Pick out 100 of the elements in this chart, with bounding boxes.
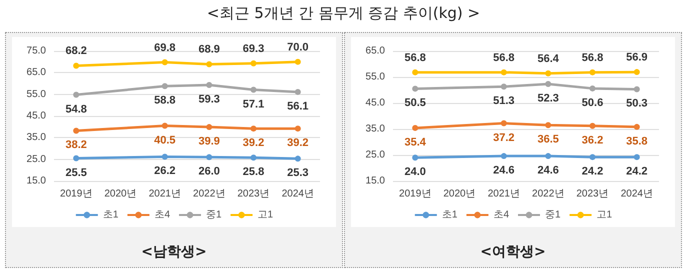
point bbox=[590, 154, 596, 160]
y-tick-label: 15.0 bbox=[366, 176, 386, 186]
data-label: 24.6 bbox=[493, 164, 515, 177]
point bbox=[634, 69, 640, 76]
point bbox=[162, 83, 168, 90]
y-tick-label: 25.0 bbox=[366, 150, 386, 160]
point bbox=[250, 86, 256, 93]
y-tick-label: 65.0 bbox=[366, 46, 386, 56]
point bbox=[590, 122, 596, 129]
point bbox=[590, 69, 596, 76]
x-tick-label: 2023년 bbox=[576, 188, 609, 200]
data-label: 59.3 bbox=[198, 94, 220, 106]
point bbox=[250, 60, 256, 66]
point bbox=[634, 124, 640, 130]
point bbox=[294, 126, 301, 132]
y-tick-label: 65.0 bbox=[26, 67, 46, 78]
x-tick-label: 2022년 bbox=[193, 188, 226, 200]
point bbox=[412, 154, 418, 161]
point bbox=[412, 124, 418, 131]
data-label: 40.5 bbox=[154, 134, 176, 146]
point bbox=[73, 92, 80, 98]
data-label: 39.2 bbox=[287, 137, 309, 150]
data-label: 68.9 bbox=[198, 44, 220, 56]
data-label: 25.8 bbox=[242, 166, 264, 178]
y-tick-label: 45.0 bbox=[26, 110, 46, 122]
legend-label: 고1 bbox=[596, 210, 613, 220]
x-tick-label: 2021년 bbox=[488, 188, 520, 200]
y-tick-label: 75.0 bbox=[26, 46, 46, 56]
data-label: 36.5 bbox=[537, 134, 559, 146]
data-label: 68.2 bbox=[65, 45, 87, 58]
point bbox=[73, 62, 80, 69]
point bbox=[634, 86, 640, 92]
point bbox=[206, 82, 212, 88]
data-label: 51.3 bbox=[493, 95, 515, 108]
point bbox=[73, 128, 80, 134]
data-label: 35.4 bbox=[404, 136, 427, 148]
legend-label: 고1 bbox=[258, 210, 274, 220]
point bbox=[545, 122, 552, 128]
data-label: 58.8 bbox=[154, 94, 176, 107]
point bbox=[162, 154, 168, 160]
data-label: 24.6 bbox=[537, 164, 559, 177]
legend-label: 중1 bbox=[545, 210, 561, 220]
data-label: 50.3 bbox=[626, 98, 648, 110]
x-tick-label: 2021년 bbox=[148, 188, 181, 200]
x-axis-title: <남학생> bbox=[140, 243, 208, 261]
x-tick-label: 2019년 bbox=[399, 188, 432, 200]
data-label: 35.8 bbox=[626, 135, 648, 148]
point bbox=[634, 154, 640, 160]
y-tick-label: 55.0 bbox=[366, 72, 386, 82]
point bbox=[545, 153, 552, 160]
data-label: 39.2 bbox=[242, 137, 264, 150]
data-label: 24.2 bbox=[582, 166, 604, 178]
point bbox=[162, 59, 168, 66]
point bbox=[294, 88, 301, 95]
point bbox=[500, 120, 507, 126]
legend-label: 초1 bbox=[102, 210, 119, 220]
data-label: 56.9 bbox=[626, 52, 648, 64]
x-tick-label: 2020년 bbox=[104, 188, 137, 200]
point bbox=[500, 69, 507, 76]
point bbox=[250, 154, 256, 161]
point bbox=[412, 69, 418, 76]
point bbox=[73, 155, 80, 162]
legend-label: 중1 bbox=[206, 210, 222, 220]
data-label: 39.9 bbox=[198, 136, 220, 148]
data-label: 56.8 bbox=[493, 52, 515, 64]
y-tick-label: 35.0 bbox=[366, 124, 386, 134]
point bbox=[206, 154, 212, 160]
data-label: 24.2 bbox=[626, 166, 648, 178]
data-label: 56.8 bbox=[582, 52, 604, 64]
point bbox=[545, 81, 552, 88]
y-tick-label: 55.0 bbox=[26, 88, 46, 100]
data-label: 25.3 bbox=[287, 167, 309, 180]
data-label: 56.1 bbox=[287, 100, 309, 112]
data-label: 36.2 bbox=[582, 134, 604, 146]
y-tick-label: 25.0 bbox=[26, 154, 46, 165]
data-label: 24.0 bbox=[404, 166, 426, 178]
x-tick-label: 2020년 bbox=[443, 188, 476, 200]
data-label: 25.5 bbox=[65, 166, 87, 179]
data-label: 56.4 bbox=[537, 52, 560, 65]
y-tick-label: 15.0 bbox=[26, 176, 46, 186]
data-label: 69.3 bbox=[242, 42, 264, 55]
point bbox=[162, 122, 168, 129]
data-label: 50.5 bbox=[404, 97, 426, 110]
point bbox=[206, 124, 212, 130]
point bbox=[250, 126, 256, 132]
data-label: 54.8 bbox=[65, 103, 87, 116]
point bbox=[500, 153, 507, 160]
data-label: 56.8 bbox=[404, 52, 426, 64]
data-label: 70.0 bbox=[287, 41, 309, 54]
x-axis-title: <여학생> bbox=[479, 243, 547, 261]
data-label: 26.0 bbox=[198, 166, 220, 178]
legend-label: 초4 bbox=[154, 210, 170, 220]
y-tick-label: 45.0 bbox=[366, 98, 386, 108]
point bbox=[590, 85, 596, 92]
data-label: 37.2 bbox=[493, 132, 515, 144]
legend-label: 초4 bbox=[493, 210, 510, 220]
point bbox=[412, 86, 418, 92]
y-tick-label: 35.0 bbox=[26, 132, 46, 144]
data-label: 38.2 bbox=[65, 139, 87, 152]
legend-label: 초1 bbox=[442, 210, 458, 220]
